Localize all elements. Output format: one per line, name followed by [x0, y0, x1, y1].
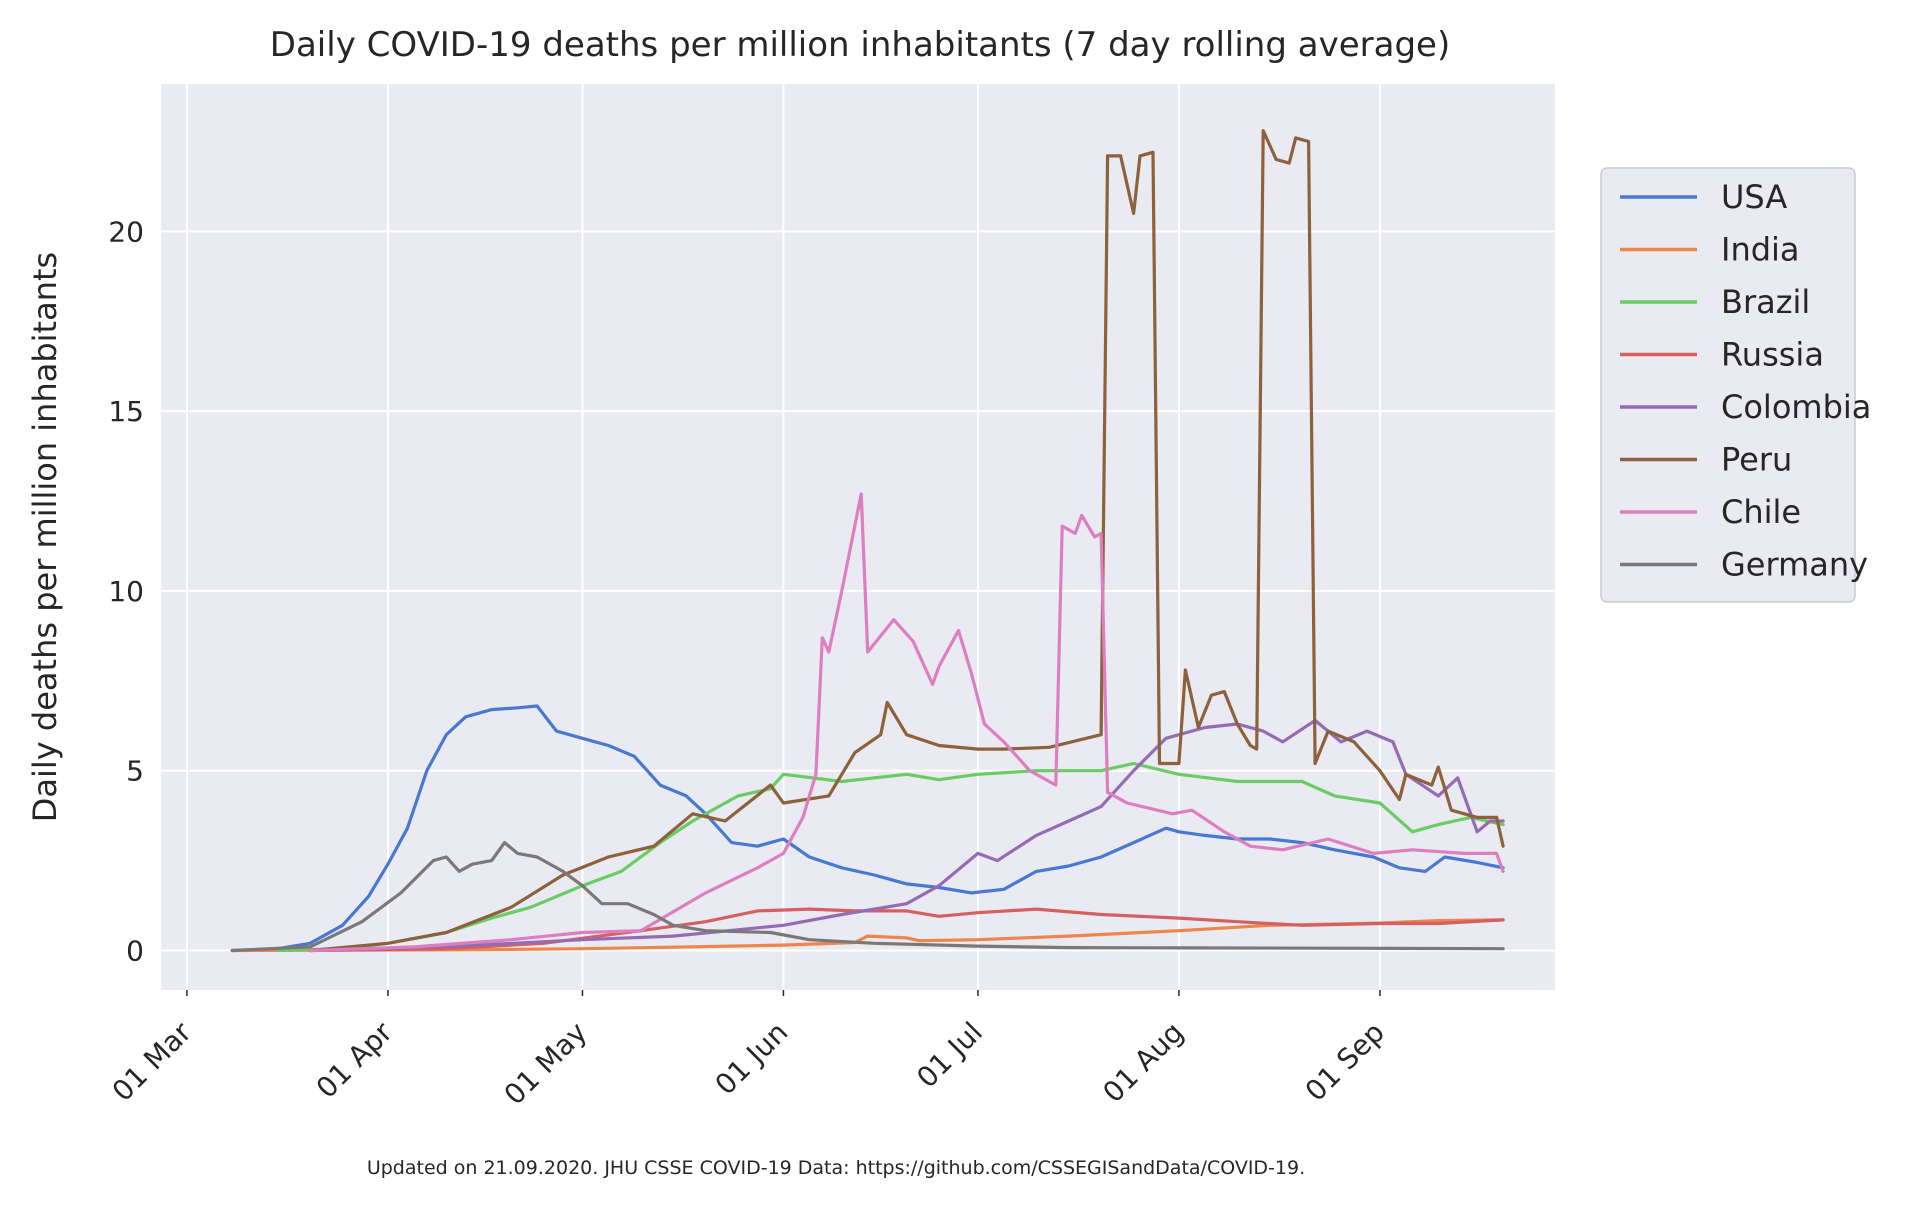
series-line-chile	[308, 492, 1505, 953]
series-line-usa	[230, 704, 1505, 953]
y-axis: 0 5 10 15 20	[108, 215, 144, 967]
legend-box	[1600, 167, 1856, 603]
plot-area	[161, 84, 1555, 990]
x-tick-label: 01 May	[498, 1016, 594, 1112]
x-tick-label: 01 Jun	[709, 1016, 795, 1102]
series-line-germany	[230, 840, 1505, 953]
series-line-brazil	[276, 761, 1505, 953]
y-tick-label: 0	[126, 934, 144, 967]
legend-label-brazil: Brazil	[1721, 283, 1810, 321]
chart-title: Daily COVID-19 deaths per million inhabi…	[270, 25, 1450, 65]
x-axis: 01 Mar 01 Apr 01 May 01 Jun 01 Jul 01 Aug 01 S…	[106, 990, 1391, 1111]
y-axis-title: Daily deaths per million inhabitants	[26, 252, 64, 822]
series-line-peru	[308, 129, 1505, 953]
legend-label-germany: Germany	[1721, 546, 1868, 584]
legend-label-peru: Peru	[1721, 441, 1792, 479]
footnote: Updated on 21.09.2020. JHU CSSE COVID-19…	[367, 1157, 1305, 1179]
legend-label-russia: Russia	[1721, 336, 1824, 374]
legend-label-colombia: Colombia	[1721, 388, 1871, 426]
y-tick-label: 5	[126, 755, 144, 788]
legend-label-usa: USA	[1721, 178, 1787, 216]
series-lines	[230, 129, 1505, 953]
grid	[161, 84, 1555, 990]
y-tick-label: 10	[108, 575, 144, 608]
x-tick-label: 01 Mar	[106, 1015, 199, 1108]
x-tick-label: 01 Aug	[1096, 1016, 1189, 1109]
x-tick-label: 01 Jul	[910, 1016, 989, 1095]
legend-label-india: India	[1721, 231, 1800, 269]
y-tick-label: 20	[108, 215, 144, 248]
legend-label-chile: Chile	[1721, 493, 1801, 531]
y-tick-label: 15	[108, 395, 144, 428]
x-tick-label: 01 Sep	[1299, 1016, 1391, 1108]
x-tick-label: 01 Apr	[310, 1015, 399, 1104]
legend: USA India Brazil Russia Colombia Peru Chile Ger…	[1600, 167, 1871, 603]
